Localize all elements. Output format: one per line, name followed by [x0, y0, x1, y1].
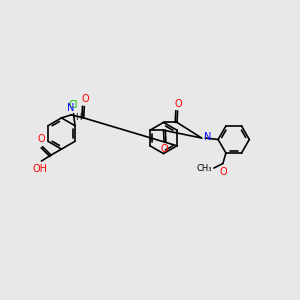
Text: OH: OH: [32, 164, 47, 174]
Text: Cl: Cl: [68, 100, 78, 110]
Text: N: N: [204, 132, 212, 142]
Text: H: H: [75, 113, 81, 122]
Text: O: O: [37, 134, 45, 144]
Text: O: O: [174, 99, 182, 109]
Text: CH₃: CH₃: [196, 164, 212, 172]
Text: O: O: [81, 94, 89, 104]
Text: O: O: [161, 144, 169, 154]
Text: N: N: [68, 103, 75, 113]
Text: O: O: [219, 167, 227, 176]
